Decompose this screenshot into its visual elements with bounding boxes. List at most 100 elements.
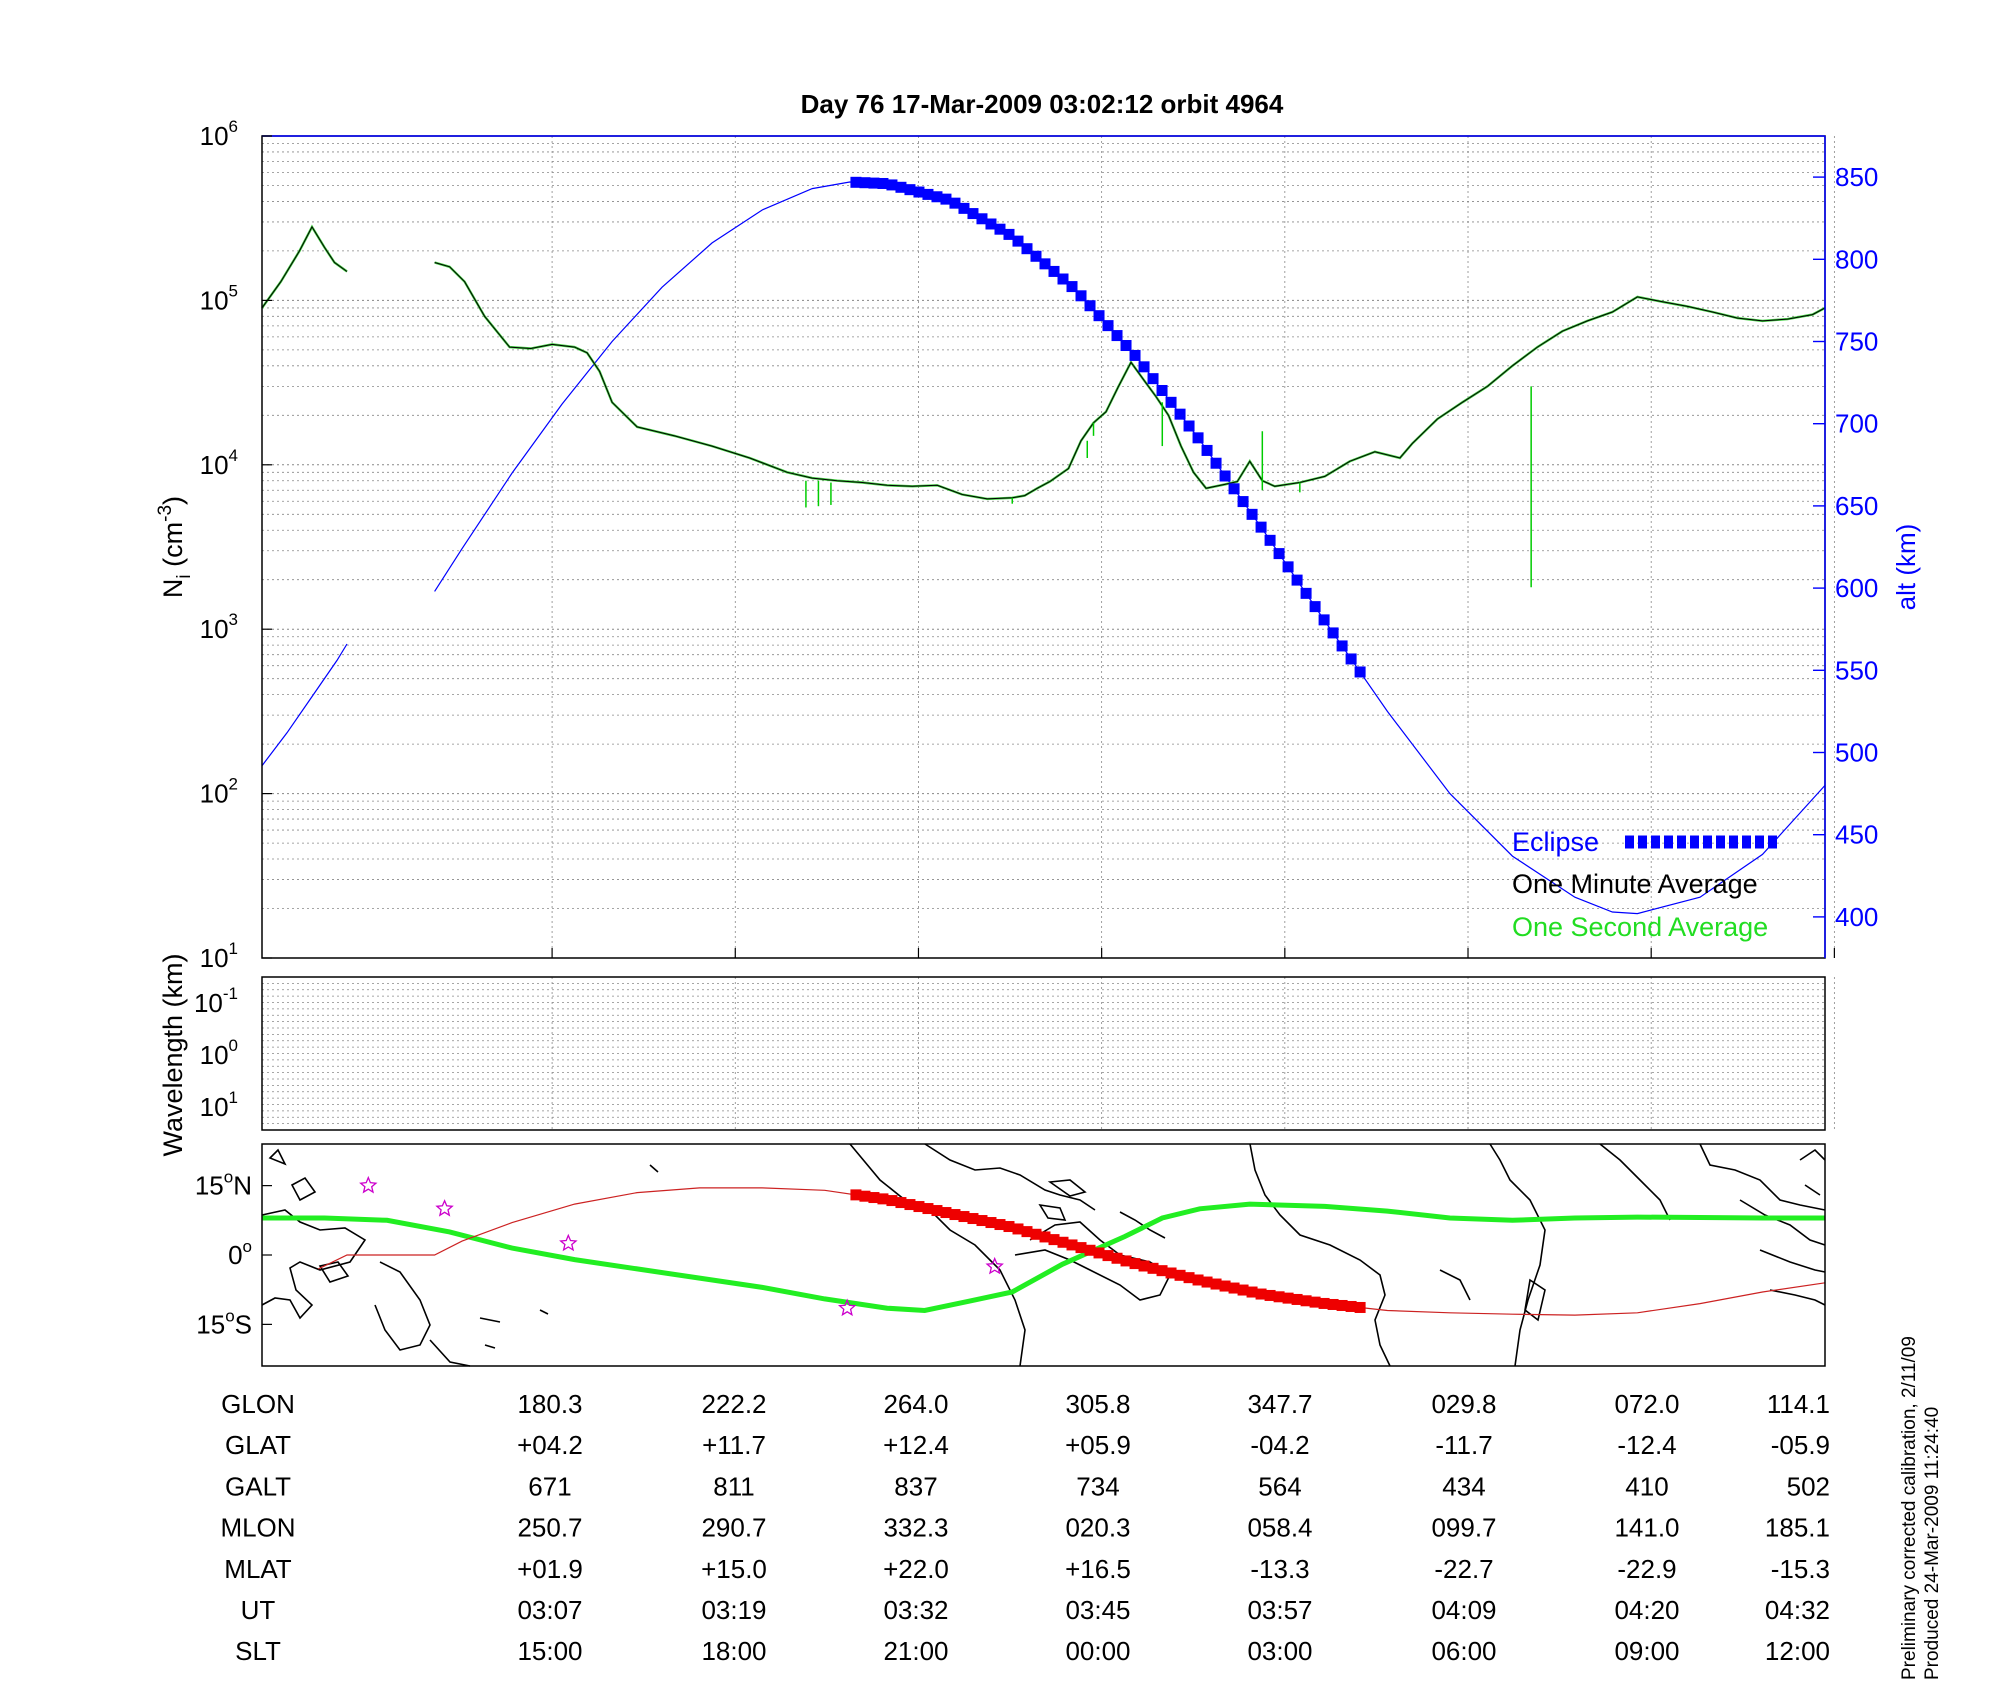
ephemeris-row-label: UT xyxy=(241,1595,276,1625)
ephemeris-cell: 21:00 xyxy=(883,1636,948,1666)
ephemeris-cell: 06:00 xyxy=(1431,1636,1496,1666)
eclipse-marker xyxy=(1327,627,1339,639)
eclipse-marker xyxy=(1354,666,1366,678)
map-y-ticks: 15oN 0o 15oS xyxy=(195,1168,272,1339)
ephemeris-cell: -05.9 xyxy=(1771,1430,1830,1460)
eclipse-track-marker xyxy=(949,1209,961,1221)
eclipse-marker xyxy=(850,176,862,188)
eclipse-track-marker xyxy=(1255,1288,1267,1300)
altitude-y-ticks: 400 450 500 550 600 650 700 750 800 850 xyxy=(1813,162,1878,932)
eclipse-marker xyxy=(886,179,898,191)
eclipse-marker xyxy=(1021,243,1033,255)
eclipse-track-marker xyxy=(1057,1236,1069,1248)
eclipse-marker xyxy=(1084,300,1096,312)
eclipse-track-marker xyxy=(967,1213,979,1225)
eclipse-marker xyxy=(1309,601,1321,613)
ephemeris-cell: 04:20 xyxy=(1614,1595,1679,1625)
eclipse-marker xyxy=(1174,408,1186,420)
ephemeris-cell: 18:00 xyxy=(701,1636,766,1666)
eclipse-track-marker xyxy=(1138,1260,1150,1272)
wavelength-gridlines xyxy=(262,977,1835,1130)
eclipse-marker xyxy=(940,193,952,205)
eclipse-marker xyxy=(1003,228,1015,240)
ephemeris-row-label: MLON xyxy=(220,1513,295,1543)
eclipse-marker xyxy=(1318,614,1330,626)
eclipse-track-marker xyxy=(1201,1276,1213,1288)
eclipse-marker xyxy=(1183,420,1195,432)
legend-second-label: One Second Average xyxy=(1512,912,1768,942)
ephemeris-cell: 072.0 xyxy=(1614,1389,1679,1419)
wavelength-panel: 10-1 100 101 Wavelength (km) xyxy=(158,953,1835,1157)
eclipse-marker xyxy=(1129,349,1141,361)
eclipse-track-marker xyxy=(1120,1255,1132,1267)
eclipse-track-marker xyxy=(1282,1292,1294,1304)
eclipse-track-marker xyxy=(859,1190,871,1202)
magnetic-equator-line xyxy=(262,1201,1825,1314)
wavelength-y-axis-label: Wavelength (km) xyxy=(158,953,188,1156)
ephemeris-cell: 185.1 xyxy=(1765,1513,1830,1543)
eclipse-marker xyxy=(895,181,907,193)
ephemeris-cell: +16.5 xyxy=(1065,1554,1131,1584)
eclipse-marker xyxy=(1282,561,1294,573)
eclipse-track-marker xyxy=(958,1211,970,1223)
density-plot-area xyxy=(262,136,1825,958)
eclipse-marker xyxy=(868,177,880,189)
ephemeris-cell: 564 xyxy=(1258,1471,1301,1501)
eclipse-track-marker xyxy=(1093,1247,1105,1259)
eclipse-track-marker xyxy=(1039,1231,1051,1243)
altitude-line xyxy=(261,643,348,767)
eclipse-track-marker xyxy=(1012,1223,1024,1235)
ephemeris-cell: 029.8 xyxy=(1431,1389,1496,1419)
ephemeris-cell: 434 xyxy=(1442,1471,1485,1501)
ephemeris-cell: 811 xyxy=(713,1471,754,1501)
ephemeris-cell: 264.0 xyxy=(883,1389,948,1419)
ephemeris-cell: 290.7 xyxy=(701,1513,766,1543)
ephemeris-cell: 305.8 xyxy=(1065,1389,1130,1419)
altitude-y-tick-label: 700 xyxy=(1835,409,1878,439)
eclipse-track-marker xyxy=(850,1189,862,1201)
eclipse-track-marker xyxy=(904,1199,916,1211)
ephemeris-cell: -12.4 xyxy=(1617,1430,1676,1460)
map-y-tick-label: 0o xyxy=(228,1237,252,1270)
ground-station-star xyxy=(559,1233,578,1252)
eclipse-track-marker xyxy=(1318,1297,1330,1309)
eclipse-marker xyxy=(1111,330,1123,342)
eclipse-marker xyxy=(1147,373,1159,385)
eclipse-track-marker xyxy=(1075,1242,1087,1254)
eclipse-marker xyxy=(1246,508,1258,520)
footer-note-calibration: Preliminary corrected calibration, 2/11/… xyxy=(1899,1336,1920,1680)
eclipse-track-marker xyxy=(931,1205,943,1217)
eclipse-marker xyxy=(1138,361,1150,373)
eclipse-track-marker xyxy=(1327,1298,1339,1310)
density-y-tick-label: 106 xyxy=(200,117,238,151)
map-series xyxy=(262,1175,1826,1317)
eclipse-track-marker xyxy=(1174,1269,1186,1281)
eclipse-track-marker xyxy=(1210,1278,1222,1290)
ephemeris-cell: 180.3 xyxy=(517,1389,582,1419)
altitude-y-tick-label: 550 xyxy=(1835,655,1878,685)
ephemeris-cell: 141.0 xyxy=(1614,1513,1679,1543)
eclipse-track-marker xyxy=(1156,1265,1168,1277)
eclipse-marker xyxy=(1300,587,1312,599)
eclipse-track-marker xyxy=(1246,1286,1258,1298)
eclipse-marker xyxy=(958,202,970,214)
eclipse-marker xyxy=(1156,384,1168,396)
ephemeris-cell: +22.0 xyxy=(883,1554,949,1584)
density-panel: 101 102 103 104 105 106 400 450 500 550 600 650 700… xyxy=(155,117,1921,973)
eclipse-marker xyxy=(1273,548,1285,560)
ephemeris-cell: 347.7 xyxy=(1247,1389,1312,1419)
map-panel: 15oN 0o 15oS xyxy=(195,1143,1826,1367)
eclipse-track-marker xyxy=(994,1219,1006,1231)
altitude-y-tick-label: 750 xyxy=(1835,327,1878,357)
eclipse-track-marker xyxy=(1336,1299,1348,1311)
density-y-tick-label: 103 xyxy=(200,610,238,644)
eclipse-marker xyxy=(1120,340,1132,352)
ephemeris-cell: 03:00 xyxy=(1247,1636,1312,1666)
eclipse-track-marker xyxy=(1192,1274,1204,1286)
eclipse-marker xyxy=(1165,396,1177,408)
ephemeris-cell: 020.3 xyxy=(1065,1513,1130,1543)
ground-station-star xyxy=(359,1175,378,1194)
eclipse-marker xyxy=(1264,534,1276,546)
ephemeris-cell: 12:00 xyxy=(1765,1636,1830,1666)
eclipse-track-marker xyxy=(922,1203,934,1215)
